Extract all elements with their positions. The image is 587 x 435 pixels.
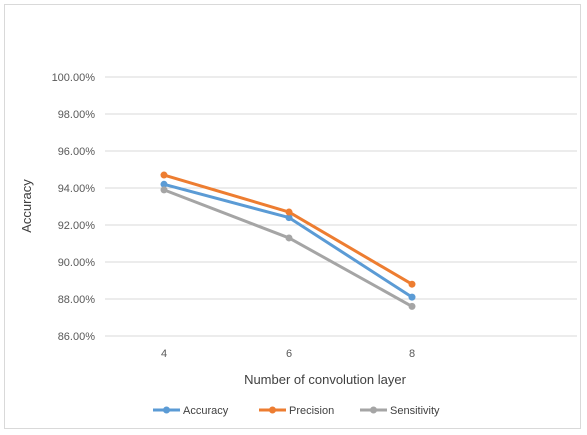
y-tick-label: 94.00% xyxy=(58,183,96,195)
x-tick-labels: 4 6 8 xyxy=(161,348,415,360)
sensitivity-series-line xyxy=(162,188,414,308)
y-tick-label: 98.00% xyxy=(58,109,96,121)
sensitivity-data-point xyxy=(408,302,416,310)
x-axis-title: Number of convolution layer xyxy=(244,372,407,387)
gridlines xyxy=(105,76,577,337)
series-lines xyxy=(160,171,416,310)
legend: Accuracy Precision Sensitivity xyxy=(153,405,440,417)
sensitivity-data-point xyxy=(285,234,293,242)
y-tick-label: 100.00% xyxy=(52,72,96,84)
sensitivity-legend-marker xyxy=(370,406,377,414)
y-tick-label: 92.00% xyxy=(58,220,96,232)
accuracy-legend-marker xyxy=(163,406,170,414)
y-tick-label: 88.00% xyxy=(58,294,96,306)
precision-series-line xyxy=(162,173,414,286)
accuracy-data-point xyxy=(285,214,293,222)
y-tick-label: 86.00% xyxy=(58,331,96,343)
accuracy-legend-label: Accuracy xyxy=(183,405,229,417)
precision-data-point xyxy=(160,171,168,179)
y-tick-label: 96.00% xyxy=(58,146,96,158)
y-tick-labels: 86.00% 88.00% 90.00% 92.00% 94.00% 96.00% 98.0… xyxy=(52,72,96,343)
x-tick-label: 4 xyxy=(161,348,167,360)
x-tick-label: 8 xyxy=(409,348,415,360)
accuracy-data-point xyxy=(408,293,416,301)
accuracy-data-point xyxy=(160,180,168,188)
x-tick-label: 6 xyxy=(286,348,292,360)
y-tick-label: 90.00% xyxy=(58,257,96,269)
chart-frame xyxy=(4,4,581,429)
precision-data-point xyxy=(408,280,416,288)
precision-legend-marker xyxy=(269,406,276,414)
precision-legend-label: Precision xyxy=(289,405,334,417)
y-axis-title: Accuracy xyxy=(19,179,34,233)
precision-data-point xyxy=(285,208,293,216)
sensitivity-legend-label: Sensitivity xyxy=(390,405,440,417)
sensitivity-data-point xyxy=(160,186,168,194)
